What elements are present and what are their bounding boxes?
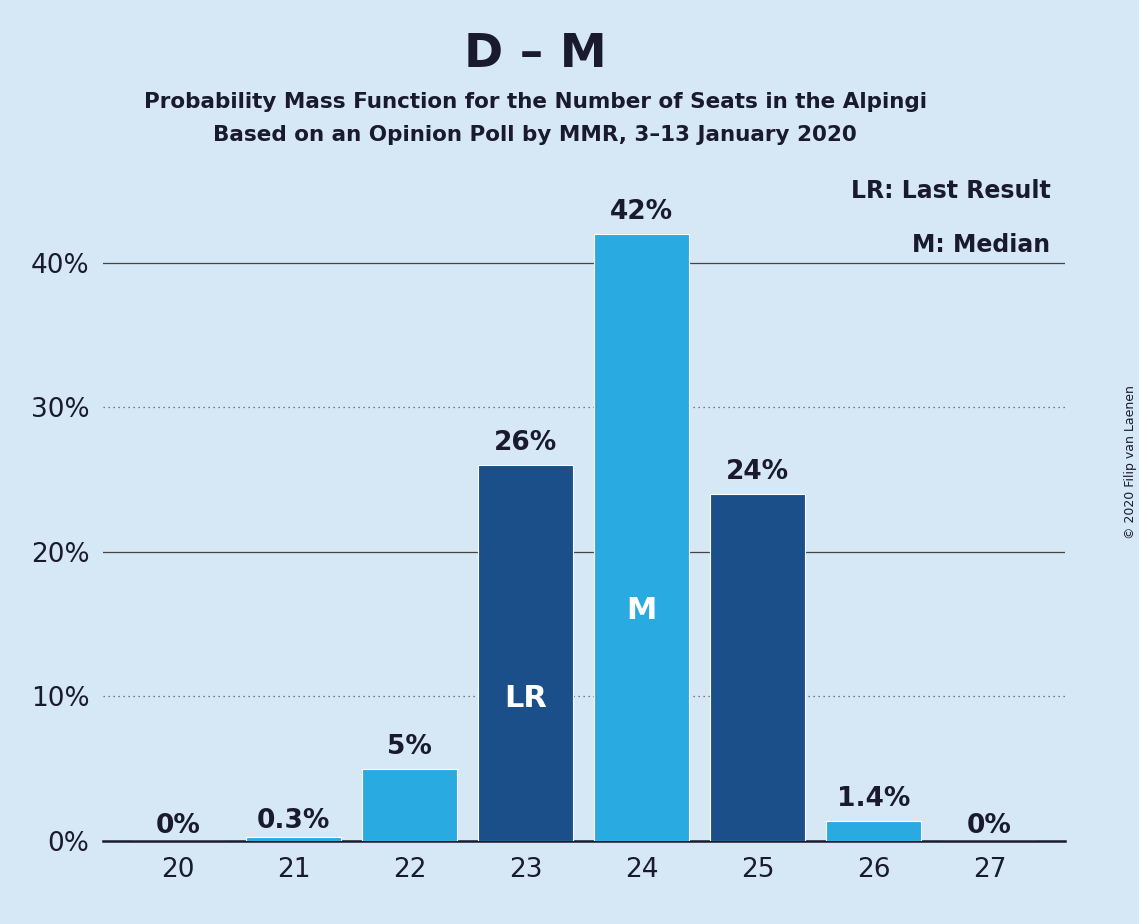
Text: D – M: D – M xyxy=(464,32,607,78)
Text: M: Median: M: Median xyxy=(912,233,1050,257)
Text: 42%: 42% xyxy=(611,200,673,225)
Text: LR: LR xyxy=(505,684,547,712)
Text: 0%: 0% xyxy=(155,813,200,839)
Text: © 2020 Filip van Laenen: © 2020 Filip van Laenen xyxy=(1124,385,1137,539)
Bar xyxy=(710,494,805,841)
Text: 1.4%: 1.4% xyxy=(837,786,910,812)
Bar xyxy=(246,836,342,841)
Text: 0.3%: 0.3% xyxy=(257,808,330,834)
Bar xyxy=(478,465,573,841)
Text: M: M xyxy=(626,596,657,625)
Text: 26%: 26% xyxy=(494,431,557,456)
Text: Based on an Opinion Poll by MMR, 3–13 January 2020: Based on an Opinion Poll by MMR, 3–13 Ja… xyxy=(213,125,858,145)
Text: 0%: 0% xyxy=(967,813,1013,839)
Bar xyxy=(362,769,458,841)
Text: 5%: 5% xyxy=(387,734,432,760)
Bar xyxy=(826,821,921,841)
Text: LR: Last Result: LR: Last Result xyxy=(851,178,1050,202)
Bar xyxy=(595,234,689,841)
Text: Probability Mass Function for the Number of Seats in the Alpingi: Probability Mass Function for the Number… xyxy=(144,92,927,113)
Text: 24%: 24% xyxy=(727,459,789,485)
